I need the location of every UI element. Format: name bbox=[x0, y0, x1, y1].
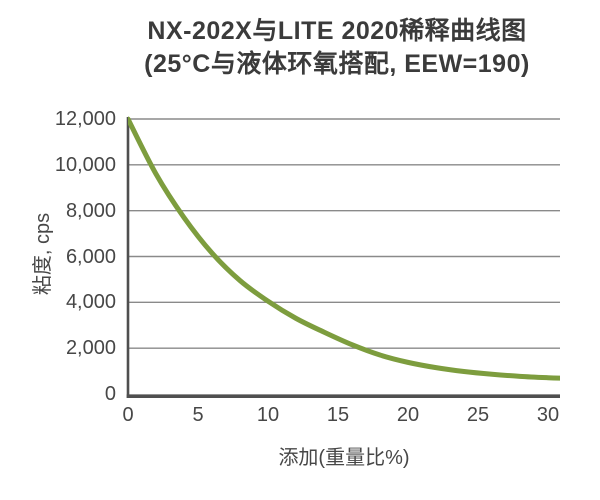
x-tick-label: 0 bbox=[122, 404, 134, 426]
y-tick-label: 2,000 bbox=[65, 337, 116, 360]
y-tick-label: 4,000 bbox=[65, 291, 116, 314]
x-tick-label: 25 bbox=[466, 404, 490, 426]
x-tick-label: 20 bbox=[396, 404, 420, 426]
y-tick-label: 6,000 bbox=[65, 245, 116, 268]
x-tick-label: 5 bbox=[192, 404, 204, 426]
dilution-curve bbox=[128, 116, 560, 381]
x-axis-title: 添加(重量比%) bbox=[278, 447, 410, 469]
x-tick-label: 30 bbox=[536, 404, 560, 426]
y-axis-title: 粘度, cps bbox=[32, 212, 54, 296]
y-tick-label: 0 bbox=[104, 383, 116, 405]
y-tick-label: 10,000 bbox=[54, 153, 116, 176]
chart-subtitle: (25°C与液体环氧搭配, EEW=190) bbox=[144, 50, 530, 78]
y-tick-label: 8,000 bbox=[65, 199, 116, 222]
y-tick-label: 12,000 bbox=[54, 108, 116, 130]
x-tick-label: 10 bbox=[256, 404, 280, 426]
x-tick-label: 15 bbox=[326, 404, 350, 426]
chart-title: NX-202X与LITE 2020稀释曲线图 bbox=[147, 17, 527, 45]
